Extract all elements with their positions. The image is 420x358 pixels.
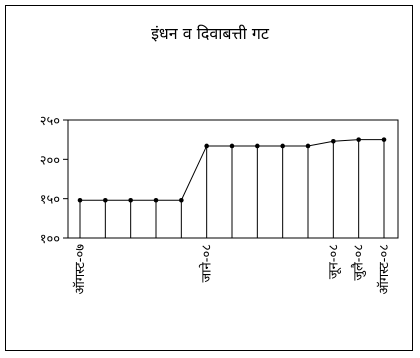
x-tick-label: जाने-०८ [199, 244, 215, 283]
x-tick-label: जून-०८ [326, 244, 341, 279]
data-point [229, 143, 235, 149]
y-tick-label: १०० [40, 232, 60, 247]
data-point [356, 137, 361, 142]
data-point [179, 197, 184, 203]
x-tick-label: जुलै-०८ [351, 244, 367, 281]
y-tick-label: २०० [40, 153, 60, 168]
data-point [103, 197, 108, 203]
data-point [128, 197, 133, 203]
y-tick-label: २५० [40, 114, 60, 129]
plot-area [67, 119, 399, 239]
data-point [255, 143, 260, 149]
data-point [153, 197, 159, 203]
data-point [381, 137, 387, 142]
x-tick-label: ऑगस्ट-०७ [72, 244, 88, 295]
y-tick-label: १५० [40, 193, 60, 208]
data-point [331, 138, 336, 144]
chart-frame [5, 5, 413, 351]
data-point [204, 143, 209, 149]
chart-title: इंधन व दिवाबत्ती गट [151, 24, 269, 43]
data-point [305, 143, 311, 149]
data-point [280, 143, 285, 149]
x-tick-label: ऑगस्ट-०८ [376, 244, 392, 295]
data-point [77, 197, 83, 203]
